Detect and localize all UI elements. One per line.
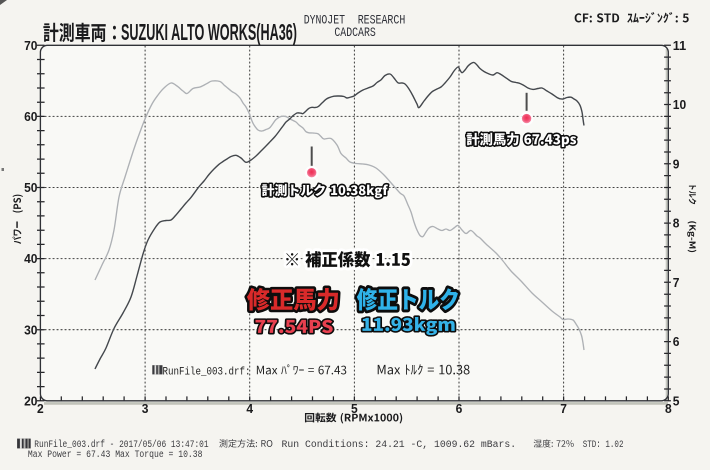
svg-text:DYNOJET: DYNOJET xyxy=(304,13,345,28)
svg-text:RunFile_003.drf - 2017/05/06 1: RunFile_003.drf - 2017/05/06 13:47:01 xyxy=(34,439,208,451)
svg-text:7: 7 xyxy=(673,275,680,290)
svg-text:7: 7 xyxy=(560,401,567,416)
svg-text:STD: 1.02: STD: 1.02 xyxy=(583,440,624,451)
svg-text:2: 2 xyxy=(37,401,44,416)
svg-text:5: 5 xyxy=(351,401,358,416)
svg-text:5: 5 xyxy=(673,393,680,408)
svg-text:60: 60 xyxy=(24,109,37,124)
svg-text:30: 30 xyxy=(24,322,37,337)
svg-text:CADCARS: CADCARS xyxy=(334,25,376,40)
svg-text:9: 9 xyxy=(673,156,680,171)
svg-text:20: 20 xyxy=(24,393,37,408)
svg-text:8: 8 xyxy=(665,401,672,416)
svg-text:11: 11 xyxy=(673,38,686,53)
svg-text:RESEARCH: RESEARCH xyxy=(358,13,406,28)
svg-text:6: 6 xyxy=(673,334,680,349)
svg-text:10: 10 xyxy=(673,97,686,112)
svg-text:RunFile_003.drf:: RunFile_003.drf: xyxy=(163,366,251,378)
svg-text:Run Conditions: 24.21 -C, 1009: Run Conditions: 24.21 -C, 1009.62 mBars. xyxy=(282,439,517,451)
svg-text:4: 4 xyxy=(246,401,253,416)
svg-text:8: 8 xyxy=(673,216,680,231)
svg-text:SUZUKI ALTO WORKS(HA36): SUZUKI ALTO WORKS(HA36) xyxy=(121,19,297,45)
svg-text:50: 50 xyxy=(24,180,37,195)
svg-text:70: 70 xyxy=(24,38,37,53)
svg-text:6: 6 xyxy=(456,401,463,416)
svg-text:40: 40 xyxy=(24,251,37,266)
svg-text:Max Power = 67.43 Max Torque: Max Power = 67.43 Max Torque = 10.38 xyxy=(28,450,203,461)
svg-text:3: 3 xyxy=(142,401,149,416)
